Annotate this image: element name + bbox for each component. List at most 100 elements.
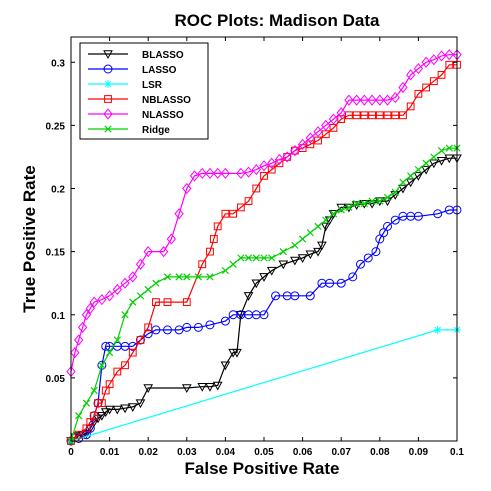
data-point bbox=[405, 178, 416, 188]
data-point bbox=[243, 166, 254, 178]
data-point bbox=[135, 399, 146, 409]
plot-area bbox=[66, 49, 462, 447]
data-point bbox=[197, 383, 208, 392]
data-point bbox=[113, 336, 121, 344]
data-point bbox=[305, 250, 316, 260]
chart-title: ROC Plots: Madison Data bbox=[175, 11, 381, 30]
x-axis-label: False Positive Rate bbox=[185, 459, 340, 478]
y-tick-label: 0.3 bbox=[51, 58, 65, 69]
data-point bbox=[75, 412, 83, 420]
data-point bbox=[220, 361, 231, 371]
data-point bbox=[260, 254, 268, 262]
data-point bbox=[182, 298, 191, 307]
y-tick-label: 0.1 bbox=[51, 311, 65, 322]
data-point bbox=[313, 247, 323, 257]
data-point bbox=[413, 62, 424, 75]
legend-label: LASSO bbox=[142, 65, 177, 76]
data-point bbox=[252, 254, 260, 262]
data-point bbox=[175, 273, 183, 281]
data-point bbox=[97, 399, 106, 408]
data-point bbox=[437, 147, 446, 155]
data-point bbox=[244, 197, 253, 206]
data-point bbox=[383, 111, 392, 120]
data-point bbox=[398, 184, 408, 194]
data-point bbox=[181, 384, 192, 394]
data-point bbox=[104, 125, 112, 133]
data-point bbox=[352, 111, 361, 120]
data-point bbox=[360, 111, 369, 120]
data-point bbox=[356, 259, 365, 269]
series-lsr bbox=[67, 325, 461, 445]
data-point bbox=[103, 50, 113, 60]
data-point bbox=[104, 405, 115, 415]
data-point bbox=[305, 291, 315, 301]
data-point bbox=[328, 113, 339, 125]
data-point bbox=[182, 182, 192, 195]
x-tick-label: 0.02 bbox=[138, 447, 158, 458]
data-point bbox=[213, 222, 222, 231]
data-point bbox=[97, 294, 107, 306]
data-point bbox=[182, 322, 192, 332]
data-point bbox=[105, 380, 114, 389]
data-point bbox=[103, 108, 113, 120]
data-point bbox=[113, 367, 122, 376]
legend-label: BLASSO bbox=[142, 50, 184, 61]
data-point bbox=[144, 323, 153, 332]
data-point bbox=[297, 138, 308, 150]
data-point bbox=[321, 119, 331, 131]
legend-item-lsr: LSR bbox=[88, 80, 163, 91]
data-point bbox=[306, 229, 314, 237]
y-tick-label: 0.25 bbox=[46, 121, 66, 132]
data-point bbox=[121, 311, 129, 319]
data-point bbox=[158, 246, 169, 258]
data-point bbox=[105, 349, 114, 357]
x-tick-label: 0.08 bbox=[370, 447, 390, 458]
data-point bbox=[383, 193, 392, 201]
data-point bbox=[209, 235, 218, 243]
series-line-blasso bbox=[70, 157, 457, 442]
data-point bbox=[382, 94, 393, 106]
data-point bbox=[112, 283, 122, 296]
data-point bbox=[143, 384, 154, 394]
data-point bbox=[221, 266, 230, 275]
data-point bbox=[376, 197, 384, 205]
legend-item-lasso: LASSO bbox=[88, 64, 177, 76]
data-point bbox=[344, 94, 354, 106]
data-point bbox=[101, 341, 111, 351]
data-point bbox=[198, 260, 207, 269]
data-point bbox=[406, 69, 416, 81]
data-point bbox=[98, 361, 106, 369]
x-tick-label: 0 bbox=[68, 447, 74, 458]
data-point bbox=[345, 111, 353, 120]
data-point bbox=[375, 94, 385, 106]
data-point bbox=[325, 278, 335, 288]
data-point bbox=[82, 399, 91, 407]
legend-label: LSR bbox=[142, 80, 163, 91]
data-point bbox=[445, 60, 454, 69]
x-tick-label: 0.01 bbox=[100, 447, 120, 458]
data-point bbox=[278, 260, 289, 270]
data-point bbox=[128, 271, 138, 283]
data-point bbox=[206, 247, 214, 256]
data-point bbox=[328, 210, 339, 219]
data-point bbox=[252, 184, 261, 193]
data-point bbox=[104, 95, 112, 103]
data-point bbox=[444, 49, 454, 61]
data-point bbox=[360, 200, 368, 208]
data-point bbox=[398, 81, 408, 94]
data-point bbox=[120, 404, 130, 414]
data-point bbox=[232, 348, 242, 358]
data-point bbox=[81, 309, 92, 321]
series-nlasso bbox=[66, 49, 462, 378]
data-point bbox=[314, 222, 322, 230]
x-tick-label: 0.09 bbox=[409, 447, 429, 458]
data-point bbox=[391, 188, 399, 196]
data-point bbox=[129, 298, 137, 306]
data-point bbox=[274, 153, 285, 166]
data-point bbox=[414, 165, 423, 174]
data-point bbox=[259, 273, 269, 282]
data-point bbox=[336, 278, 346, 288]
data-point bbox=[100, 408, 111, 417]
data-point bbox=[413, 172, 424, 181]
